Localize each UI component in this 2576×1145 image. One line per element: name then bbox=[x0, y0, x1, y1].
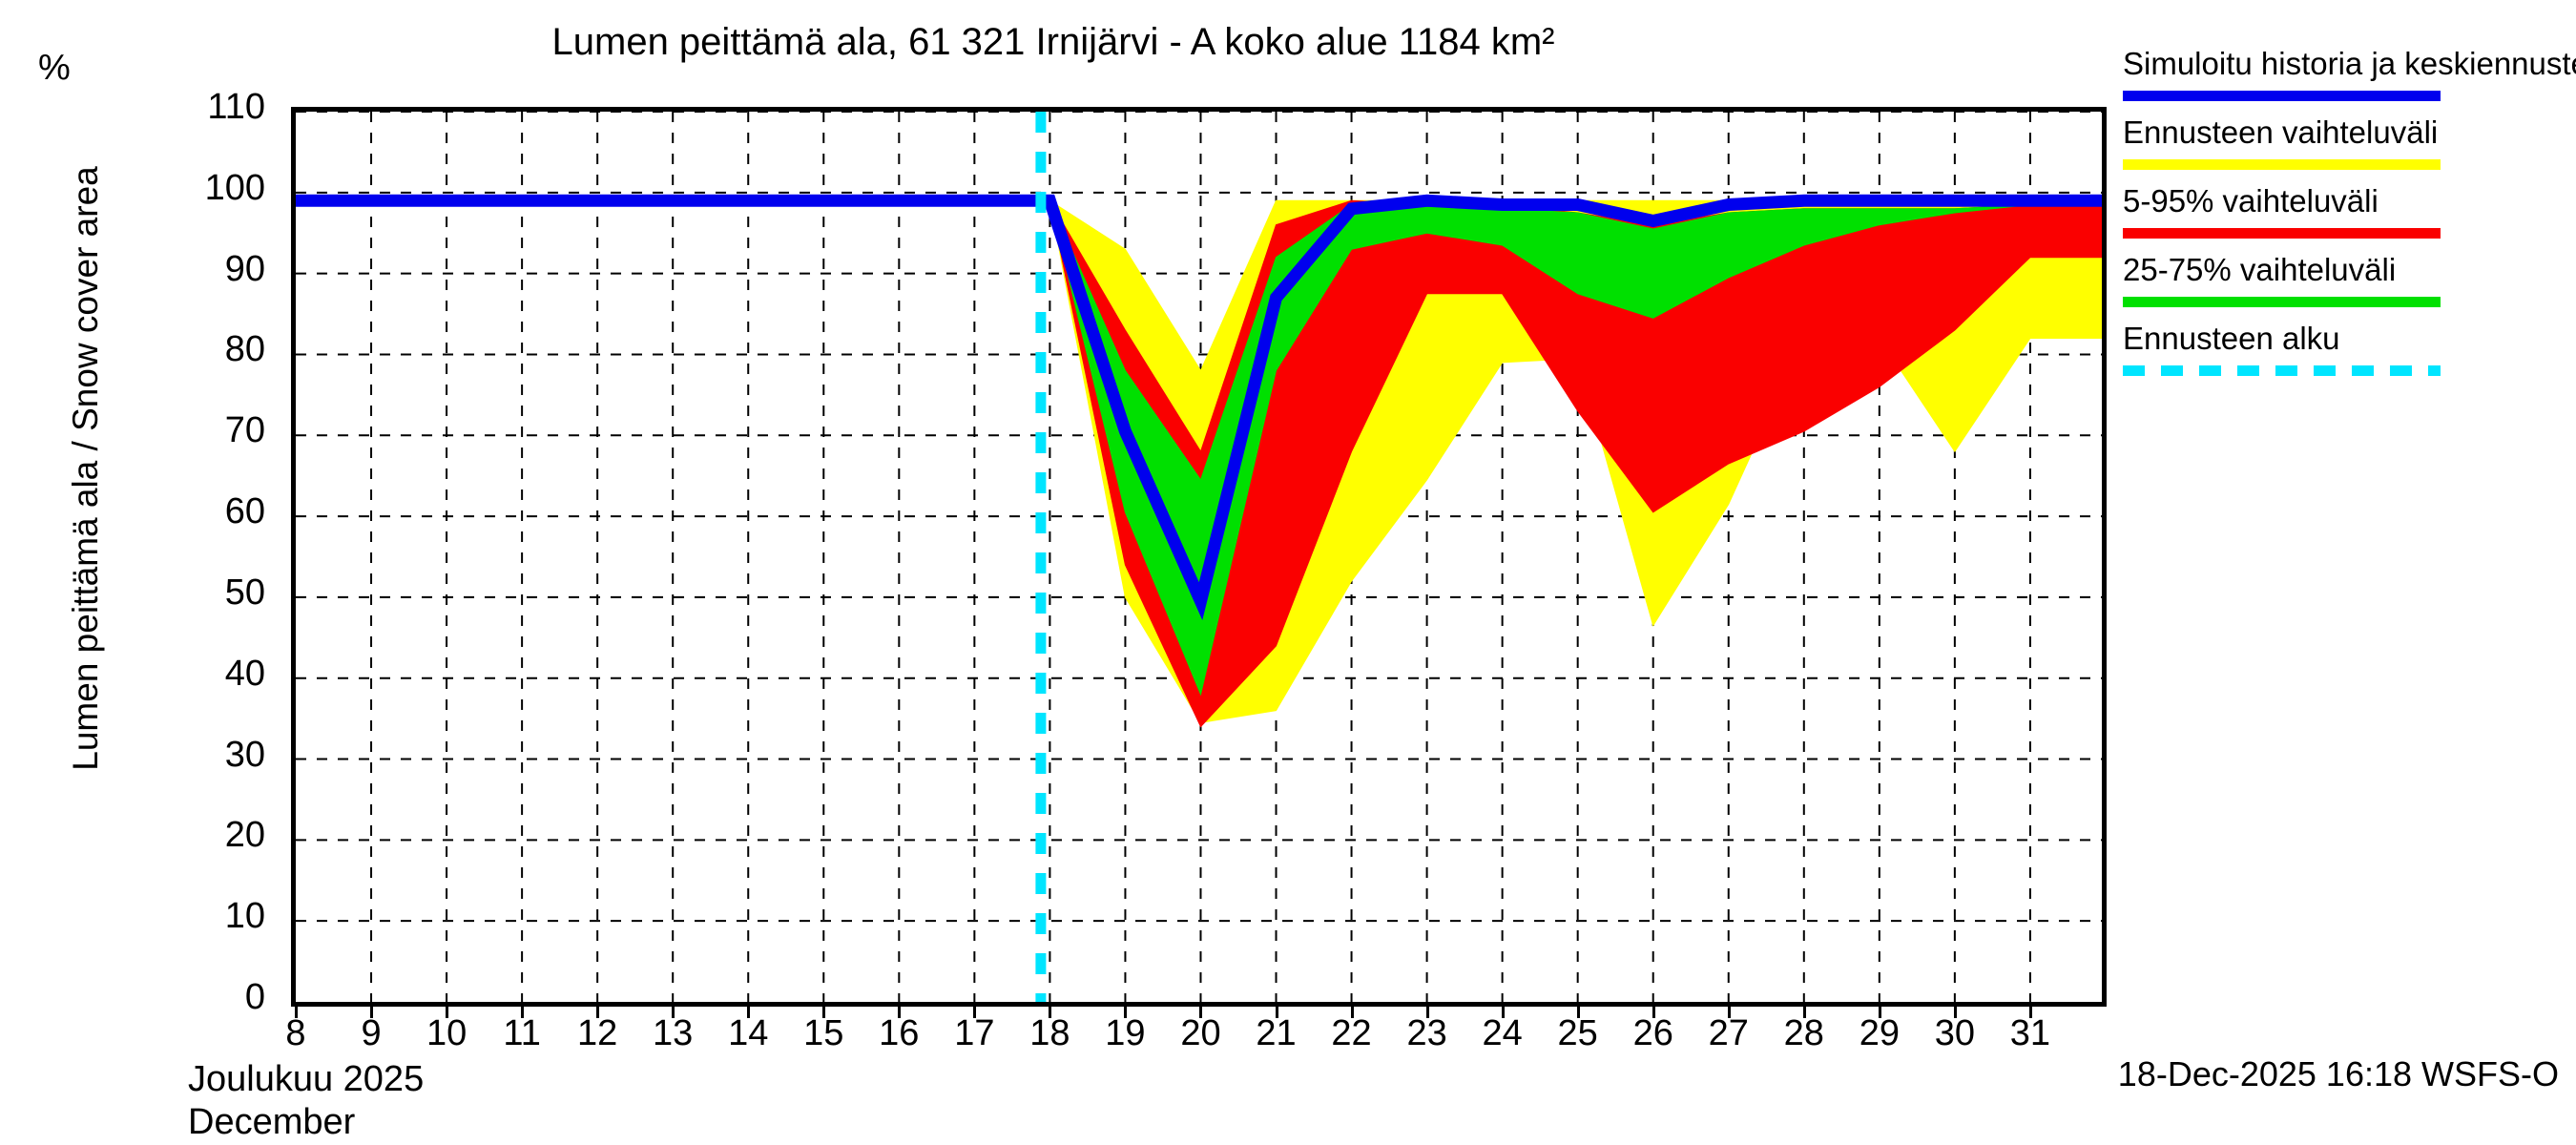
legend-swatch-range-25-75 bbox=[2123, 297, 2441, 307]
y-tick-label: 100 bbox=[204, 167, 265, 208]
legend-item-range-5-95[interactable]: 5-95% vaihteluväli bbox=[2123, 183, 2571, 239]
x-tick-label: 18 bbox=[1029, 1013, 1070, 1053]
x-tick-mark bbox=[1124, 1007, 1128, 1018]
x-tick-label: 29 bbox=[1859, 1013, 1900, 1053]
y-tick-label: 110 bbox=[207, 87, 265, 127]
x-tick-label: 28 bbox=[1783, 1013, 1824, 1053]
legend: Simuloitu historia ja keskiennuste Ennust… bbox=[2123, 46, 2576, 389]
legend-swatch-simulated-history-and-mean-forecast bbox=[2123, 91, 2441, 101]
legend-label: Ennusteen alku bbox=[2123, 321, 2340, 356]
x-tick-label: 21 bbox=[1256, 1013, 1297, 1053]
y-tick-label: 60 bbox=[224, 491, 265, 532]
legend-swatch-forecast-start bbox=[2123, 365, 2441, 376]
x-tick-label: 13 bbox=[653, 1013, 694, 1053]
x-tick-label: 25 bbox=[1557, 1013, 1598, 1053]
x-tick-label: 24 bbox=[1482, 1013, 1523, 1053]
x-tick-mark bbox=[822, 1007, 826, 1018]
x-axis-title-fi: Joulukuu 2025 bbox=[188, 1059, 425, 1099]
x-tick-mark bbox=[596, 1007, 600, 1018]
x-tick-mark bbox=[1275, 1007, 1278, 1018]
y-tick-label: 20 bbox=[224, 815, 265, 856]
x-tick-mark bbox=[2028, 1007, 2032, 1018]
x-tick-label: 19 bbox=[1105, 1013, 1146, 1053]
x-axis-title-en: December bbox=[188, 1102, 356, 1142]
x-tick-label: 22 bbox=[1331, 1013, 1372, 1053]
y-tick-label: 30 bbox=[224, 734, 265, 775]
x-tick-mark bbox=[1049, 1007, 1052, 1018]
legend-swatch-forecast-range bbox=[2123, 159, 2441, 170]
x-tick-label: 15 bbox=[803, 1013, 844, 1053]
y-tick-label: 80 bbox=[224, 329, 265, 370]
x-tick-label: 8 bbox=[285, 1013, 306, 1053]
legend-label: Ennusteen vaihteluväli bbox=[2123, 114, 2439, 150]
x-tick-label: 12 bbox=[577, 1013, 618, 1053]
x-tick-label: 20 bbox=[1180, 1013, 1221, 1053]
x-tick-mark bbox=[295, 1007, 298, 1018]
x-tick-mark bbox=[446, 1007, 449, 1018]
x-tick-label: 14 bbox=[728, 1013, 769, 1053]
x-tick-mark bbox=[1576, 1007, 1580, 1018]
legend-label: 25-75% vaihteluväli bbox=[2123, 252, 2397, 287]
x-tick-mark bbox=[1727, 1007, 1731, 1018]
legend-item-simulated-history-and-mean-forecast[interactable]: Simuloitu historia ja keskiennuste bbox=[2123, 46, 2576, 101]
y-axis-unit: % bbox=[38, 48, 71, 88]
x-tick-mark bbox=[973, 1007, 977, 1018]
x-tick-mark bbox=[1350, 1007, 1354, 1018]
x-tick-mark bbox=[1199, 1007, 1203, 1018]
legend-label: Simuloitu historia ja keskiennuste bbox=[2123, 46, 2576, 81]
chart-canvas bbox=[296, 112, 2102, 1002]
x-tick-mark bbox=[1802, 1007, 1806, 1018]
median-line bbox=[296, 194, 2102, 621]
timestamp-footer: 18-Dec-2025 16:18 WSFS-O bbox=[2117, 1054, 2559, 1093]
x-tick-mark bbox=[521, 1007, 525, 1018]
legend-swatch-range-5-95 bbox=[2123, 228, 2441, 239]
legend-item-forecast-range[interactable]: Ennusteen vaihteluväli bbox=[2123, 114, 2571, 170]
plot-area bbox=[291, 107, 2107, 1007]
x-tick-mark bbox=[898, 1007, 902, 1018]
y-tick-label: 50 bbox=[224, 572, 265, 613]
legend-item-forecast-start[interactable]: Ennusteen alku bbox=[2123, 321, 2571, 376]
x-tick-mark bbox=[370, 1007, 374, 1018]
y-tick-label: 70 bbox=[224, 410, 265, 451]
x-tick-label: 27 bbox=[1708, 1013, 1749, 1053]
y-tick-label: 90 bbox=[224, 248, 265, 289]
x-tick-mark bbox=[1652, 1007, 1655, 1018]
x-tick-mark bbox=[672, 1007, 675, 1018]
y-tick-label: 10 bbox=[224, 896, 265, 937]
x-tick-label: 26 bbox=[1632, 1013, 1673, 1053]
x-tick-label: 16 bbox=[879, 1013, 920, 1053]
y-tick-label: 0 bbox=[244, 977, 265, 1017]
page-title: Lumen peittämä ala, 61 321 Irnijärvi - A… bbox=[551, 21, 1555, 63]
x-tick-label: 30 bbox=[1934, 1013, 1975, 1053]
x-tick-label: 17 bbox=[954, 1013, 995, 1053]
x-tick-mark bbox=[1501, 1007, 1505, 1018]
legend-item-range-25-75[interactable]: 25-75% vaihteluväli bbox=[2123, 252, 2571, 307]
y-tick-label: 40 bbox=[224, 653, 265, 694]
x-tick-mark bbox=[747, 1007, 751, 1018]
x-tick-label: 11 bbox=[503, 1013, 541, 1053]
x-tick-label: 31 bbox=[2009, 1013, 2051, 1053]
x-tick-mark bbox=[1425, 1007, 1429, 1018]
x-tick-mark bbox=[1953, 1007, 1957, 1018]
legend-label: 5-95% vaihteluväli bbox=[2123, 183, 2379, 219]
x-tick-label: 23 bbox=[1406, 1013, 1447, 1053]
x-tick-label: 9 bbox=[361, 1013, 382, 1053]
x-tick-label: 10 bbox=[426, 1013, 467, 1053]
x-tick-mark bbox=[1878, 1007, 1881, 1018]
